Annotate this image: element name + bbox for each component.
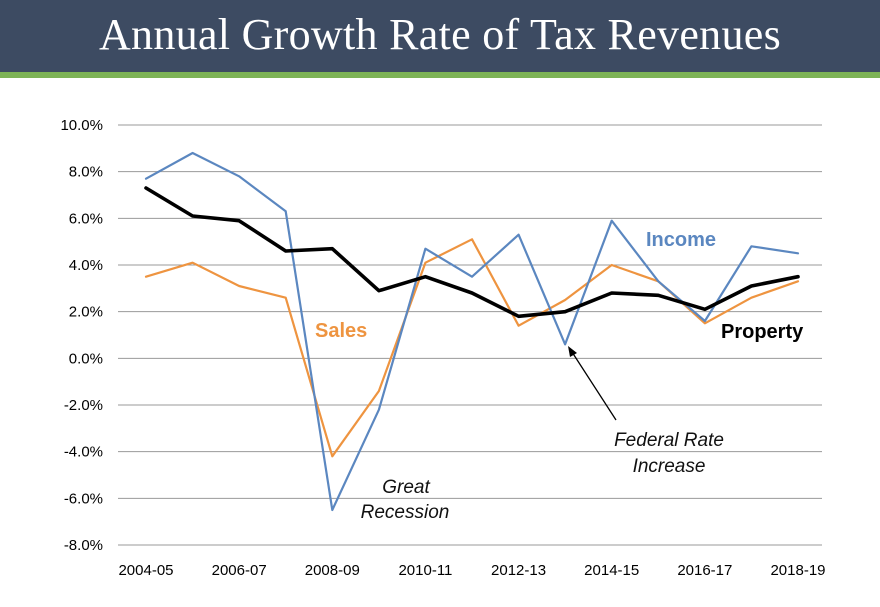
annotation-great-recession-line1: Great [382,477,430,498]
annotation-federal-rate-line2: Increase [633,456,706,477]
annotation-federal-rate-line1: Federal Rate [614,430,724,451]
grid-lines [118,124,822,546]
x-tick-label: 2010-11 [398,562,452,579]
x-tick-label: 2014-15 [584,562,639,579]
title-accent-stripe [0,72,880,78]
x-tick-label: 2018-19 [770,562,825,579]
x-tick-label: 2008-09 [305,562,360,579]
y-tick-label: 0.0% [69,350,103,367]
title-bar [0,0,880,72]
y-tick-label: -4.0% [64,444,103,461]
annotation-arrow-shaft [571,351,617,421]
series-label-income: Income [646,229,716,251]
y-tick-label: 2.0% [69,304,103,321]
y-tick-label: -8.0% [64,537,103,554]
y-tick-label: 6.0% [69,210,103,227]
y-tick-label: -2.0% [64,397,103,414]
y-tick-label: 8.0% [69,164,103,181]
x-axis-ticks: 2004-05 2006-07 2008-09 2010-11 2012-13 2014-… [118,562,825,579]
series-label-sales: Sales [315,320,367,342]
x-tick-label: 2012-13 [491,562,546,579]
y-tick-label: -6.0% [64,490,103,507]
series-lines [144,151,800,512]
x-tick-label: 2016-17 [677,562,732,579]
y-axis-ticks: 10.0% 8.0% 6.0% 4.0% 2.0% 0.0% -2.0% -4.0% -6.0%… [60,117,103,554]
series-line-income [144,151,800,512]
series-line-sales [144,238,800,458]
y-tick-label: 10.0% [60,117,103,134]
page-title: Annual Growth Rate of Tax Revenues [98,10,782,59]
annotation-great-recession-line2: Recession [361,502,450,523]
series-label-property: Property [721,321,804,343]
x-tick-label: 2006-07 [212,562,267,579]
annotation-arrow-head [568,346,577,357]
y-tick-label: 4.0% [69,257,103,274]
x-tick-label: 2004-05 [118,562,173,579]
series-line-property [144,186,800,319]
